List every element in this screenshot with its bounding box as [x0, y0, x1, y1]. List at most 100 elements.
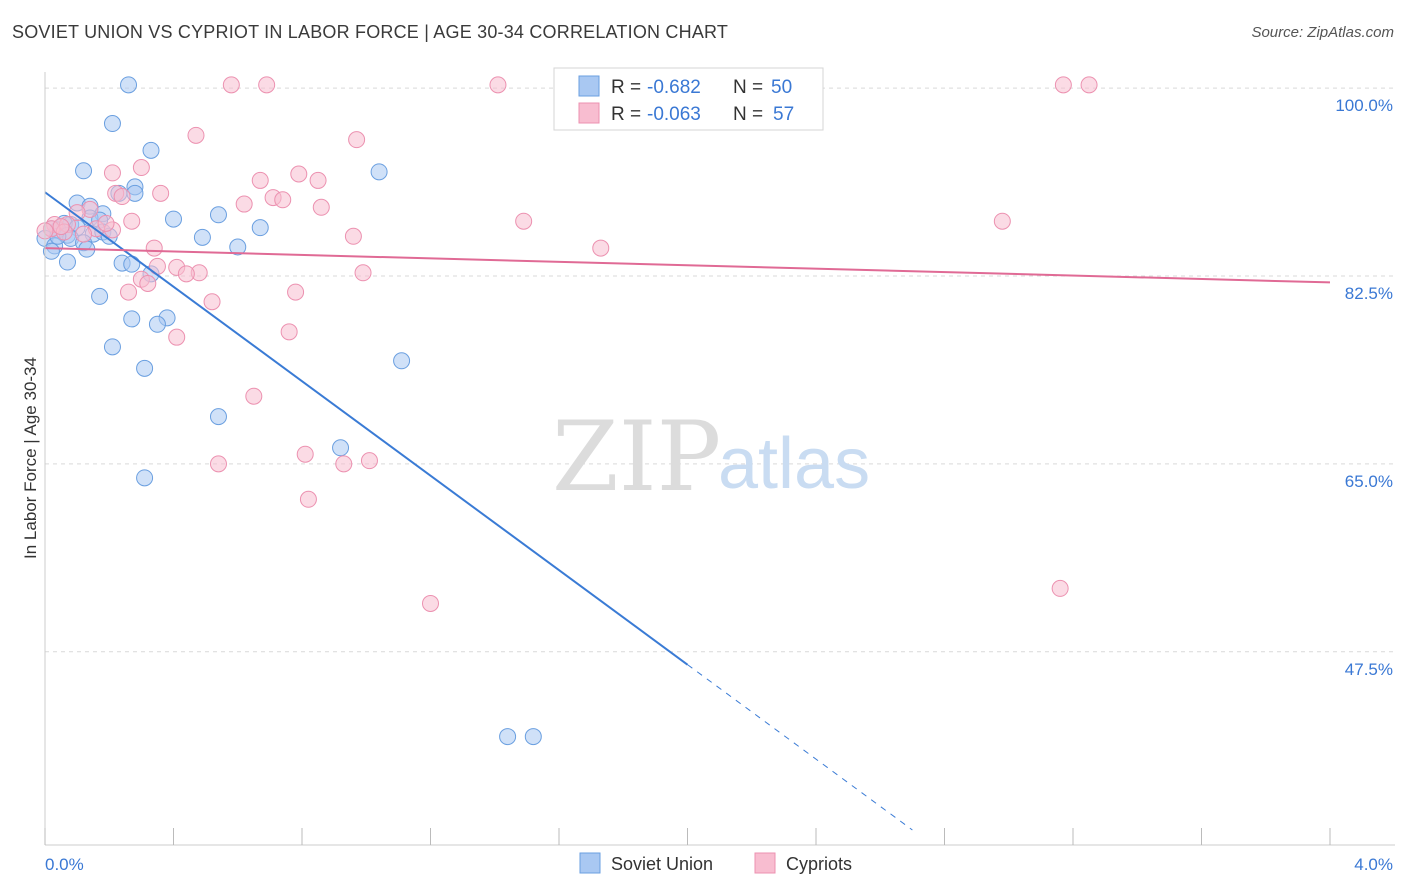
legend-cypriot-swatch: [578, 102, 600, 124]
soviet-point: [370, 163, 388, 181]
cypriot-point: [120, 283, 138, 301]
axes-layer: 47.5% 65.0% 82.5% 100.0% 0.0% 4.0%: [44, 72, 1395, 874]
cypriot-point: [422, 594, 439, 612]
grid-layer: [45, 87, 1395, 653]
cypriot-point: [235, 195, 253, 213]
cypriot-point: [335, 455, 353, 473]
points-layer: [36, 76, 1098, 746]
cypriot-point: [222, 76, 240, 94]
cypriot-point: [75, 225, 93, 243]
soviet-point: [123, 255, 141, 273]
soviet-point: [499, 728, 517, 746]
legend-soviet-n-label: N =: [733, 77, 763, 98]
cypriot-point: [360, 452, 378, 470]
cypriot-point: [296, 445, 314, 463]
legend-soviet-r-label: R =: [611, 77, 641, 98]
soviet-point: [75, 162, 93, 180]
cypriot-point: [245, 387, 263, 405]
watermark: ZIP atlas: [552, 401, 870, 513]
cypriot-point: [274, 191, 292, 209]
bottom-legend-soviet-swatch: [579, 852, 601, 874]
y-tick-label: 82.5%: [1345, 284, 1393, 303]
y-tick-label: 100.0%: [1335, 96, 1393, 115]
soviet-point: [123, 310, 141, 328]
soviet-trend-line: [44, 191, 689, 666]
soviet-point: [136, 469, 154, 487]
cypriot-point: [1051, 579, 1069, 597]
cypriot-point: [309, 171, 327, 189]
legend-cypriot-r-value: -0.063: [647, 104, 701, 125]
soviet-point: [148, 315, 166, 333]
y-axis-title: In Labor Force | Age 30-34: [21, 357, 40, 559]
cypriot-point: [103, 164, 121, 182]
legend: R = -0.682 N = 50 R = -0.063 N = 57: [553, 67, 824, 131]
cypriot-point: [139, 275, 157, 293]
cypriot-point: [344, 227, 362, 245]
soviet-trend-extension: [687, 664, 913, 831]
watermark-zip: ZIP: [552, 401, 721, 513]
soviet-point: [136, 359, 154, 377]
cypriot-point: [993, 212, 1011, 230]
cypriot-point: [489, 76, 507, 94]
cypriot-point: [1080, 76, 1098, 94]
legend-soviet-r-value: -0.682: [647, 77, 701, 98]
soviet-point: [142, 141, 160, 159]
cypriot-point: [515, 212, 533, 230]
cypriot-point: [152, 184, 170, 202]
soviet-point: [103, 115, 121, 133]
watermark-atlas: atlas: [718, 424, 870, 504]
cypriot-point: [113, 188, 131, 206]
trend-layer: [44, 191, 1331, 831]
cypriot-point: [68, 204, 86, 222]
x-tick-label-max: 4.0%: [1354, 855, 1393, 874]
soviet-point: [209, 206, 227, 224]
bottom-legend-cypriot-swatch: [754, 852, 776, 874]
y-tick-label: 47.5%: [1345, 660, 1393, 679]
x-tick-label-min: 0.0%: [45, 855, 84, 874]
cypriot-point: [592, 239, 610, 257]
soviet-point: [91, 287, 109, 305]
cypriot-point: [258, 76, 276, 94]
cypriot-point: [52, 218, 70, 236]
soviet-point: [120, 76, 138, 94]
soviet-point: [251, 219, 269, 237]
cypriot-point: [1054, 76, 1072, 94]
cypriot-point: [287, 283, 305, 301]
legend-cypriot-n-label: N =: [733, 104, 763, 125]
cypriot-point: [187, 126, 205, 144]
soviet-point: [165, 210, 182, 228]
legend-cypriot-r-label: R =: [611, 104, 641, 125]
cypriot-point: [203, 293, 221, 311]
cypriot-point: [145, 239, 163, 257]
cypriot-point: [290, 165, 308, 183]
soviet-point: [193, 228, 211, 246]
soviet-point: [393, 352, 411, 370]
cypriot-point: [348, 131, 366, 149]
bottom-legend-cypriot-label: Cypriots: [786, 854, 852, 874]
cypriot-trend-line: [44, 247, 1331, 284]
soviet-point: [42, 242, 60, 260]
soviet-point: [524, 728, 542, 746]
bottom-legend: Soviet Union Cypriots: [579, 852, 852, 874]
y-tick-label: 65.0%: [1345, 472, 1393, 491]
bottom-legend-soviet-label: Soviet Union: [611, 854, 713, 874]
cypriot-point: [354, 264, 372, 282]
source-label: Source: ZipAtlas.com: [1251, 24, 1394, 41]
cypriot-point: [168, 328, 186, 346]
cypriot-point: [209, 455, 227, 473]
cypriot-point: [251, 171, 269, 189]
legend-cypriot-n-value: 57: [773, 104, 794, 125]
cypriot-point: [132, 159, 150, 177]
cypriot-point: [97, 214, 115, 232]
soviet-point: [332, 439, 350, 457]
soviet-point: [58, 253, 76, 271]
chart-title: SOVIET UNION VS CYPRIOT IN LABOR FORCE |…: [12, 22, 729, 42]
soviet-point: [103, 338, 121, 356]
legend-soviet-swatch: [578, 75, 600, 97]
cypriot-point: [280, 323, 298, 341]
soviet-point: [209, 408, 227, 426]
legend-soviet-n-value: 50: [771, 77, 792, 98]
cypriot-point: [177, 265, 195, 283]
cypriot-point: [312, 198, 330, 216]
